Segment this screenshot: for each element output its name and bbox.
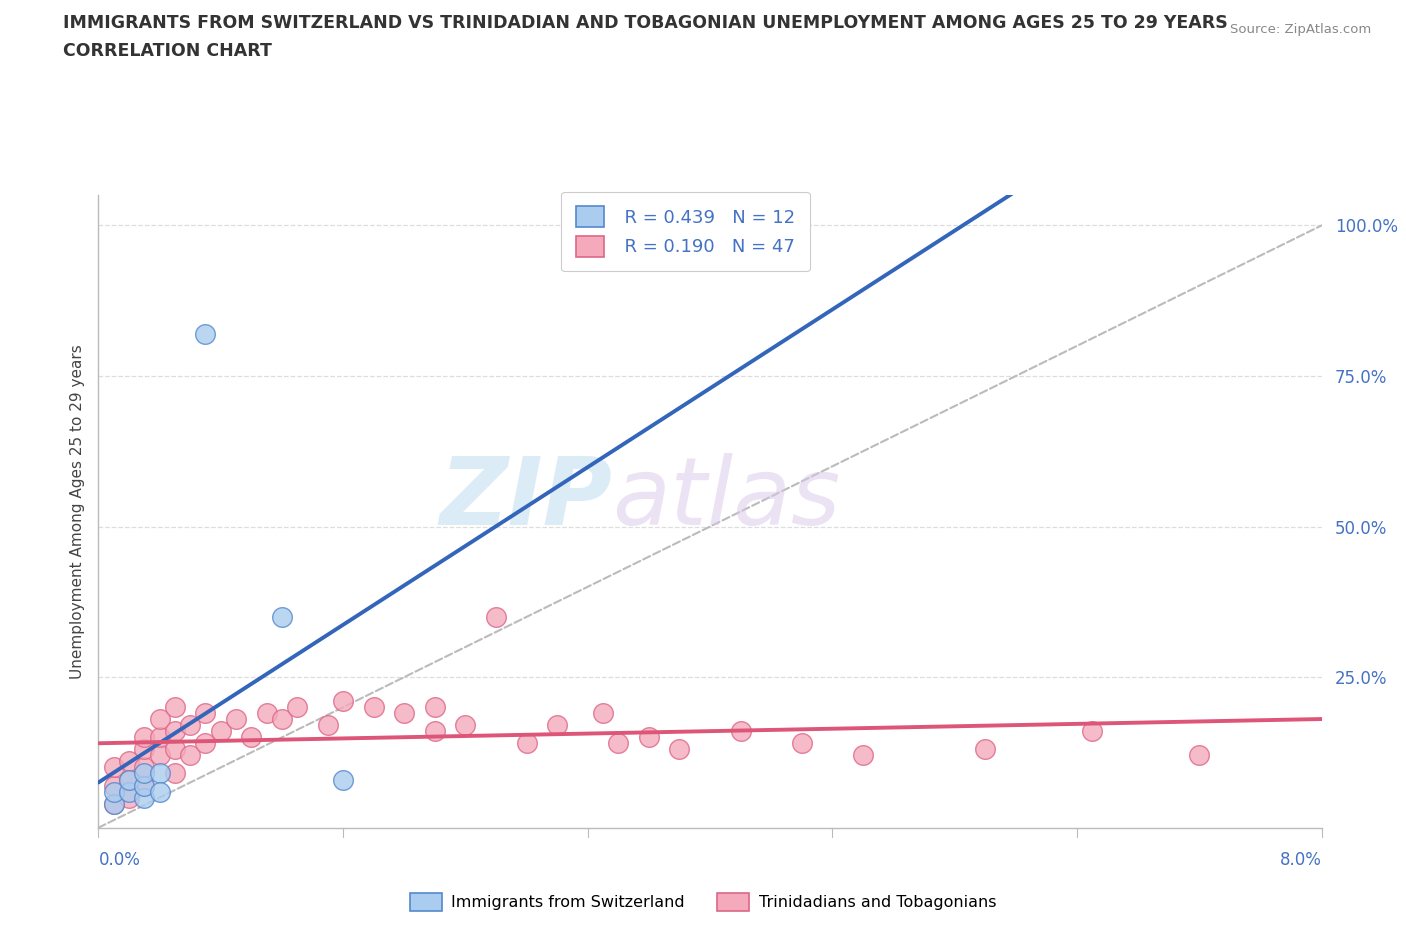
Point [454, 718, 477, 733]
Point [134, 790, 156, 805]
Point [134, 730, 156, 745]
Point [668, 742, 690, 757]
Text: atlas: atlas [612, 453, 841, 544]
Legend:   R = 0.439   N = 12,   R = 0.190   N = 47: R = 0.439 N = 12, R = 0.190 N = 47 [561, 192, 810, 272]
Point [546, 718, 568, 733]
Text: IMMIGRANTS FROM SWITZERLAND VS TRINIDADIAN AND TOBAGONIAN UNEMPLOYMENT AMONG AGE: IMMIGRANTS FROM SWITZERLAND VS TRINIDADI… [63, 14, 1227, 32]
Point [270, 609, 294, 624]
Point [516, 736, 538, 751]
Text: ZIP: ZIP [439, 453, 612, 545]
Point [194, 326, 217, 341]
Point [1081, 724, 1104, 738]
Point [592, 706, 614, 721]
Point [179, 748, 201, 763]
Point [332, 694, 354, 709]
Point [163, 742, 186, 757]
Point [974, 742, 997, 757]
Point [285, 699, 308, 714]
Point [179, 718, 201, 733]
Point [485, 609, 508, 624]
Point [637, 730, 661, 745]
Point [118, 772, 141, 787]
Point [118, 772, 141, 787]
Point [163, 766, 186, 781]
Text: CORRELATION CHART: CORRELATION CHART [63, 42, 273, 60]
Y-axis label: Unemployment Among Ages 25 to 29 years: Unemployment Among Ages 25 to 29 years [69, 344, 84, 679]
Text: 8.0%: 8.0% [1279, 851, 1322, 869]
Point [163, 699, 186, 714]
Point [607, 736, 630, 751]
Point [363, 699, 385, 714]
Point [134, 778, 156, 793]
Text: 0.0%: 0.0% [98, 851, 141, 869]
Point [118, 784, 141, 799]
Point [134, 742, 156, 757]
Point [134, 778, 156, 793]
Point [194, 706, 217, 721]
Point [270, 711, 294, 726]
Point [118, 754, 141, 769]
Point [149, 711, 172, 726]
Point [103, 778, 125, 793]
Point [149, 766, 172, 781]
Point [118, 790, 141, 805]
Point [103, 796, 125, 811]
Point [163, 724, 186, 738]
Point [240, 730, 263, 745]
Point [149, 784, 172, 799]
Point [423, 724, 446, 738]
Point [392, 706, 416, 721]
Point [1188, 748, 1211, 763]
Point [332, 772, 354, 787]
Point [103, 796, 125, 811]
Point [316, 718, 339, 733]
Point [209, 724, 232, 738]
Point [103, 784, 125, 799]
Point [134, 760, 156, 775]
Point [194, 736, 217, 751]
Point [423, 699, 446, 714]
Point [225, 711, 247, 726]
Point [134, 766, 156, 781]
Point [730, 724, 752, 738]
Point [103, 760, 125, 775]
Point [149, 748, 172, 763]
Point [852, 748, 875, 763]
Text: Source: ZipAtlas.com: Source: ZipAtlas.com [1230, 23, 1371, 36]
Point [149, 730, 172, 745]
Point [790, 736, 813, 751]
Point [256, 706, 278, 721]
Legend: Immigrants from Switzerland, Trinidadians and Tobagonians: Immigrants from Switzerland, Trinidadian… [404, 886, 1002, 917]
